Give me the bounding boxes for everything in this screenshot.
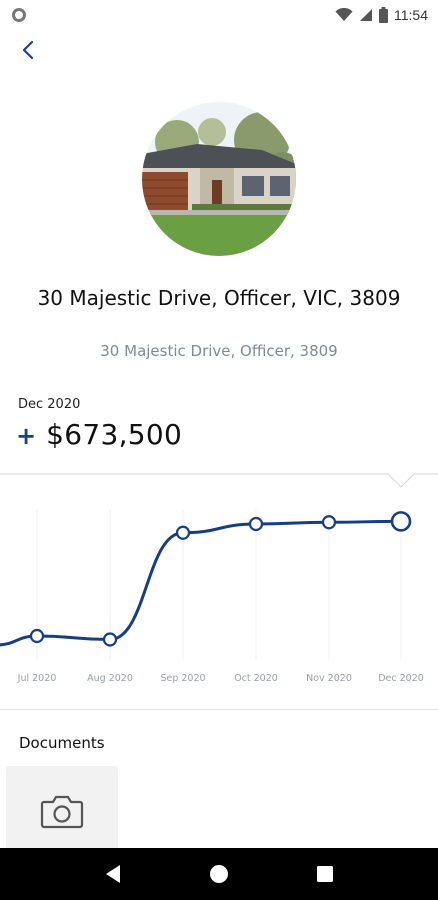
battery-icon	[379, 7, 388, 23]
status-icons: 11:54	[335, 5, 428, 25]
divider	[0, 709, 438, 710]
valuation-value: $673,500	[46, 418, 183, 451]
back-nav-icon	[106, 865, 120, 883]
chart-point	[29, 628, 45, 644]
nav-home-button[interactable]	[199, 854, 239, 894]
notification-dot-icon	[12, 8, 26, 22]
valuation-period: Dec 2020	[18, 397, 81, 412]
chart-point	[390, 511, 412, 532]
chart-tick-label: Dec 2020	[378, 673, 424, 684]
chart-tick-label: Jul 2020	[17, 673, 57, 684]
chart-tick-label: Nov 2020	[306, 673, 352, 684]
valuation-row: + $673,500	[16, 418, 182, 451]
add-document-card[interactable]	[6, 766, 118, 856]
chart-tick-label: Oct 2020	[234, 673, 278, 684]
valuation-sign: +	[16, 422, 37, 450]
system-nav-bar	[0, 848, 438, 900]
status-time: 11:54	[394, 7, 428, 23]
chart-point	[248, 516, 264, 532]
status-bar: 11:54	[0, 0, 438, 30]
chart-top-border	[0, 473, 438, 488]
valuation-chart[interactable]: Jul 2020 Aug 2020 Sep 2020 Oct 2020 Nov 2020…	[0, 470, 438, 710]
chart-point	[321, 515, 337, 530]
signal-icon	[360, 9, 372, 21]
chart-tick-label: Sep 2020	[160, 673, 205, 684]
recents-nav-icon	[317, 866, 333, 882]
chart-point	[175, 525, 191, 540]
chart-point	[102, 632, 118, 647]
chart-series-line	[0, 519, 403, 647]
camera-icon	[40, 795, 84, 829]
home-nav-icon	[210, 865, 228, 883]
chevron-left-icon	[22, 40, 34, 60]
back-button[interactable]	[14, 36, 42, 64]
property-address-subtitle: 30 Majestic Drive, Officer, 3809	[100, 342, 338, 360]
wifi-icon	[335, 8, 353, 21]
property-address-title: 30 Majestic Drive, Officer, VIC, 3809	[37, 286, 401, 310]
property-photo	[142, 102, 296, 256]
documents-title: Documents	[19, 734, 105, 752]
nav-back-button[interactable]	[93, 854, 133, 894]
chart-tick-label: Aug 2020	[87, 673, 133, 684]
nav-recents-button[interactable]	[305, 854, 345, 894]
